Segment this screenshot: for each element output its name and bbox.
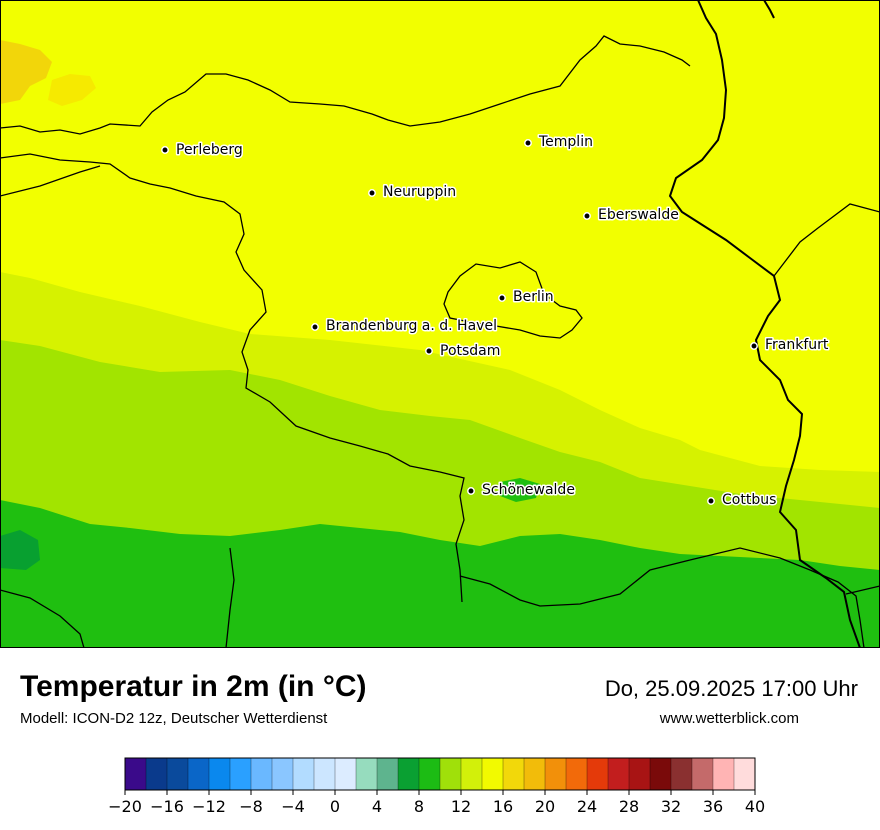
city-label: Berlin — [513, 289, 554, 305]
city-brandenburg: Brandenburg a. d. Havel — [311, 317, 498, 336]
colorbar-swatch — [460, 757, 483, 791]
temp-field-10-12-patch — [500, 478, 540, 502]
city-eberswalde: Eberswalde — [583, 206, 680, 225]
valid-datetime: Do, 25.09.2025 17:00 Uhr — [604, 676, 858, 701]
colorbar-swatch — [544, 757, 567, 791]
colorbar-tick-label: −20 — [108, 797, 142, 816]
colorbar-swatch — [733, 757, 756, 791]
city-cottbus: Cottbus — [707, 491, 778, 510]
colorbar-swatch — [481, 757, 504, 791]
city-markers: Perleberg Templin Neuruppin Eberswalde B… — [161, 133, 830, 510]
colorbar-swatch — [313, 757, 336, 791]
city-label: Frankfurt — [765, 337, 829, 353]
colorbar-swatch — [124, 757, 147, 791]
colorbar-swatch — [208, 757, 231, 791]
colorbar-swatch — [523, 757, 546, 791]
national-border — [668, 0, 861, 648]
colorbar-swatch — [691, 757, 714, 791]
colorbar-swatch — [166, 757, 189, 791]
city-label: Potsdam — [440, 343, 500, 359]
colorbar-tick-label: 24 — [577, 797, 597, 816]
temp-field-warm-patch — [0, 40, 52, 104]
colorbar-swatch — [229, 757, 252, 791]
colorbar-tick-label: −8 — [239, 797, 263, 816]
city-frankfurt: Frankfurt — [750, 336, 830, 355]
city-label: Neuruppin — [383, 184, 456, 200]
state-borders — [0, 35, 865, 648]
city-label: Cottbus — [722, 492, 776, 508]
colorbar-swatch — [670, 757, 693, 791]
neighbor-border — [773, 203, 880, 595]
city-label: Perleberg — [176, 142, 243, 158]
city-label: Eberswalde — [598, 207, 679, 223]
colorbar-swatch — [712, 757, 735, 791]
colorbar-swatch — [502, 757, 525, 791]
temperature-map: Perleberg Templin Neuruppin Eberswalde B… — [0, 0, 880, 648]
colorbar-swatch — [334, 757, 357, 791]
city-perleberg: Perleberg — [161, 141, 244, 160]
colorbar-swatch — [607, 757, 630, 791]
colorbar-swatch — [355, 757, 378, 791]
colorbar-tick-label: 36 — [703, 797, 723, 816]
colorbar-tick-label: −4 — [281, 797, 305, 816]
colorbar-swatch — [397, 757, 420, 791]
city-label: Schönewalde — [482, 482, 575, 498]
colorbar-tick-label: 12 — [451, 797, 471, 816]
colorbar-ticks: −20 −16 −12 −8 −4 0 4 8 12 16 20 24 28 32 36 40 — [108, 790, 765, 816]
colorbar-swatch — [649, 757, 672, 791]
colorbar-tick-label: 8 — [414, 797, 424, 816]
colorbar-swatch — [565, 757, 588, 791]
colorbar-tick-label: −16 — [150, 797, 184, 816]
colorbar-tick-label: 16 — [493, 797, 513, 816]
colorbar-tick-label: 4 — [372, 797, 382, 816]
colorbar-tick-label: 28 — [619, 797, 639, 816]
temp-field-warm-patch-2 — [48, 74, 96, 106]
colorbar-frame — [124, 757, 756, 791]
colorbar-swatch — [250, 757, 273, 791]
colorbar-swatch — [586, 757, 609, 791]
colorbar-swatch — [271, 757, 294, 791]
city-schoenewalde: Schönewalde — [467, 481, 576, 500]
city-label: Brandenburg a. d. Havel — [326, 318, 497, 334]
website-link[interactable]: www.wetterblick.com — [659, 710, 799, 727]
model-source: Modell: ICON-D2 12z, Deutscher Wetterdie… — [20, 710, 328, 727]
city-potsdam: Potsdam — [425, 342, 502, 361]
colorbar-swatches — [124, 757, 756, 791]
colorbar-swatch — [187, 757, 210, 791]
colorbar-legend: −20 −16 −12 −8 −4 0 4 8 12 16 20 24 28 32 36 40 — [108, 757, 765, 816]
colorbar-tick-label: 20 — [535, 797, 555, 816]
colorbar-swatch — [418, 757, 441, 791]
colorbar-swatch — [292, 757, 315, 791]
temp-field-10-12 — [0, 500, 880, 648]
colorbar-swatch — [376, 757, 399, 791]
city-neuruppin: Neuruppin — [368, 183, 458, 202]
city-label: Templin — [538, 134, 593, 150]
colorbar-tick-label: −12 — [192, 797, 226, 816]
city-templin: Templin — [524, 133, 594, 152]
colorbar-tick-label: 0 — [330, 797, 340, 816]
map-title: Temperatur in 2m (in °C) — [20, 670, 367, 703]
city-berlin: Berlin — [498, 288, 555, 307]
colorbar-tick-label: 40 — [745, 797, 765, 816]
colorbar-swatch — [145, 757, 168, 791]
temp-field-8-10 — [0, 530, 40, 570]
colorbar-tick-label: 32 — [661, 797, 681, 816]
colorbar-swatch — [628, 757, 651, 791]
colorbar-swatch — [439, 757, 462, 791]
